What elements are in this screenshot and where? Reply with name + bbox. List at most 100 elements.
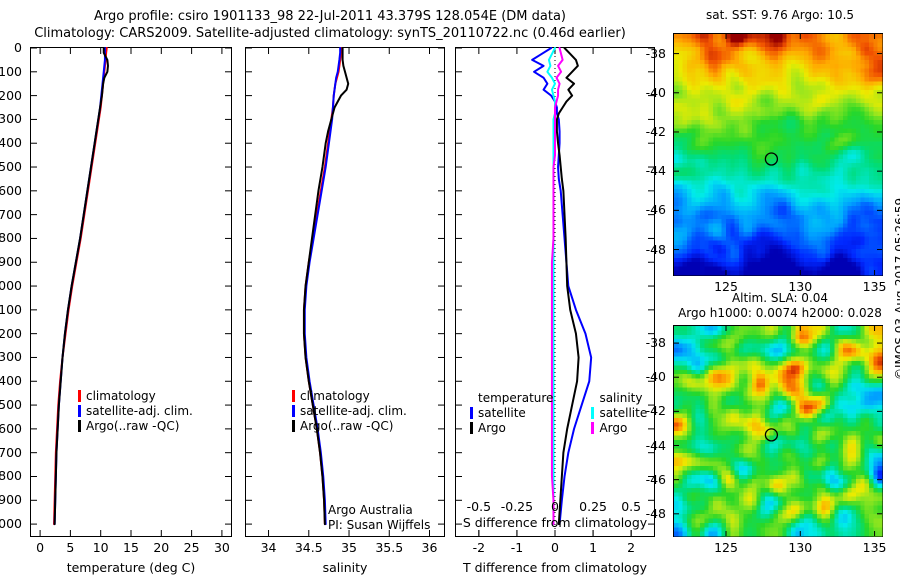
sst-map-lon-label: 135	[862, 279, 887, 294]
temperature-profile-plot	[31, 47, 231, 536]
profile-location-marker	[764, 428, 779, 442]
sst-map[interactable]	[673, 33, 883, 276]
legend-label: satellite-adj. clim.	[86, 404, 193, 418]
legend-item: Argo(..raw -QC)	[78, 419, 193, 434]
legend-color-swatch	[591, 407, 595, 419]
sla-map-header-line2: Argo h1000: 0.0074 h2000: 0.028	[678, 306, 882, 320]
legend-label: Argo	[599, 421, 628, 435]
sla-map-field	[674, 326, 883, 537]
legend-label: Argo	[478, 421, 506, 435]
credit-container: ©IMOS 03-Aug-2017 05:26:59	[893, 198, 900, 395]
sst-map-lat-label: -40	[645, 84, 666, 100]
sst-map-lat-label: -42	[645, 123, 666, 139]
difference-profile-plot	[456, 47, 654, 536]
legend-color-swatch	[292, 420, 295, 432]
temperature-difference-tick-label: 2	[627, 540, 636, 555]
sla-map[interactable]	[673, 325, 883, 537]
legend-label: Argo(..raw -QC)	[86, 419, 180, 433]
salinity-profile-panel[interactable]	[245, 47, 445, 537]
sst-map-lat-label: -44	[645, 163, 666, 179]
sla-map-lon-label: 130	[788, 540, 813, 555]
page-title-line2: Climatology: CARS2009. Satellite-adjuste…	[34, 26, 626, 41]
temperature-difference-tick-label: -1	[510, 540, 524, 555]
profile-location-marker	[764, 152, 779, 166]
legend-label: climatology	[300, 389, 370, 403]
salinity-difference-tick-label: 0	[551, 499, 559, 514]
legend-color-swatch	[591, 422, 595, 434]
legend-item: satellite-adj. clim.	[78, 404, 193, 419]
legend-item: satellite	[470, 406, 553, 421]
temperature-profile-panel[interactable]	[30, 47, 232, 537]
salinity-difference-axis-label: S difference from climatology	[462, 515, 648, 530]
page-title-line1: Argo profile: csiro 1901133_98 22-Jul-20…	[94, 9, 566, 24]
sst-map-lon-label: 125	[714, 279, 738, 294]
temperature-tick-label: 5	[66, 540, 75, 555]
temperature-difference-tick-label: 0	[551, 540, 559, 555]
legend-label: satellite	[599, 406, 648, 420]
salinity-tick-label: 34	[260, 540, 277, 555]
sla-map-lat-label: -42	[645, 403, 666, 419]
legend-label: satellite-adj. clim.	[300, 404, 407, 418]
legend-item: climatology	[292, 389, 407, 404]
legend-item: satellite	[591, 406, 647, 421]
salinity-panel-legend: climatology satellite-adj. clim. Argo(..ra…	[292, 389, 407, 434]
imos-credit: ©IMOS 03-Aug-2017 05:26:59	[893, 197, 900, 380]
sst-map-header: sat. SST: 9.76 Argo: 10.5	[705, 8, 855, 22]
temperature-tick-label: 15	[123, 540, 139, 555]
sla-map-header-line1: Altim. SLA: 0.04	[731, 291, 829, 305]
salinity-difference-tick-label: 0.25	[579, 499, 607, 514]
temperature-difference-tick-label: -2	[472, 540, 486, 555]
salinity-profile-plot	[246, 47, 444, 536]
attribution-line2: PI: Susan Wijffels	[328, 518, 431, 532]
sla-map-lat-label: -40	[645, 369, 666, 385]
sst-map-lat-label: -46	[645, 202, 666, 218]
salinity-difference-tick-label: -0.5	[466, 499, 492, 514]
legend-color-swatch	[470, 422, 473, 434]
temperature-tick-label: 25	[183, 540, 200, 555]
legend-color-swatch	[292, 390, 295, 402]
legend-group-header: temperature	[478, 391, 554, 405]
sla-map-lon-label: 125	[714, 540, 738, 555]
legend-label: Argo(..raw -QC)	[300, 419, 394, 433]
attribution-line1: Argo Australia	[328, 503, 413, 517]
legend-label: satellite	[478, 406, 526, 420]
difference-profile-panel[interactable]	[455, 47, 655, 537]
sst-map-field	[674, 34, 883, 276]
temperature-difference-axis-label: T difference from climatology	[462, 560, 648, 575]
sst-map-lat-label: -48	[645, 241, 666, 257]
legend-label: climatology	[86, 389, 156, 403]
legend-group: temperature satellite Argo	[470, 391, 553, 436]
legend-item: Argo	[470, 421, 553, 436]
sla-map-lat-label: -44	[645, 437, 666, 453]
salinity-axis-label: salinity	[322, 560, 368, 575]
legend-group-header: salinity	[599, 391, 643, 405]
legend-item: climatology	[78, 389, 193, 404]
salinity-difference-tick-label: -0.25	[500, 499, 534, 514]
sst-map-lon-label: 130	[788, 279, 813, 294]
legend-item: Argo	[591, 421, 647, 436]
sla-map-lat-label: -46	[645, 471, 666, 487]
salinity-tick-label: 34.5	[294, 540, 323, 555]
temperature-tick-label: 30	[213, 540, 230, 555]
legend-color-swatch	[78, 420, 81, 432]
salinity-tick-label: 36	[421, 540, 438, 555]
legend-item: Argo(..raw -QC)	[292, 419, 407, 434]
legend-color-swatch	[470, 407, 473, 419]
legend-group: salinity satellite Argo	[591, 391, 647, 436]
legend-color-swatch	[78, 405, 81, 417]
temperature-tick-label: 0	[36, 540, 45, 555]
sst-map-lat-label: -38	[645, 45, 666, 61]
sla-map-lon-label: 135	[862, 540, 887, 555]
temperature-difference-tick-label: 1	[589, 540, 598, 555]
temperature-tick-label: 10	[92, 540, 109, 555]
salinity-tick-label: 35	[341, 540, 357, 555]
legend-color-swatch	[292, 405, 295, 417]
difference-panel-legend: temperature satellite Argo salinity satellit…	[470, 391, 647, 436]
temperature-panel-legend: climatology satellite-adj. clim. Argo(..ra…	[78, 389, 193, 434]
sla-map-lat-label: -38	[645, 335, 666, 351]
salinity-difference-tick-label: 0.5	[621, 499, 642, 514]
legend-color-swatch	[78, 390, 81, 402]
temperature-axis-label: temperature (deg C)	[66, 560, 196, 575]
salinity-tick-label: 35.5	[375, 540, 404, 555]
legend-item: satellite-adj. clim.	[292, 404, 407, 419]
